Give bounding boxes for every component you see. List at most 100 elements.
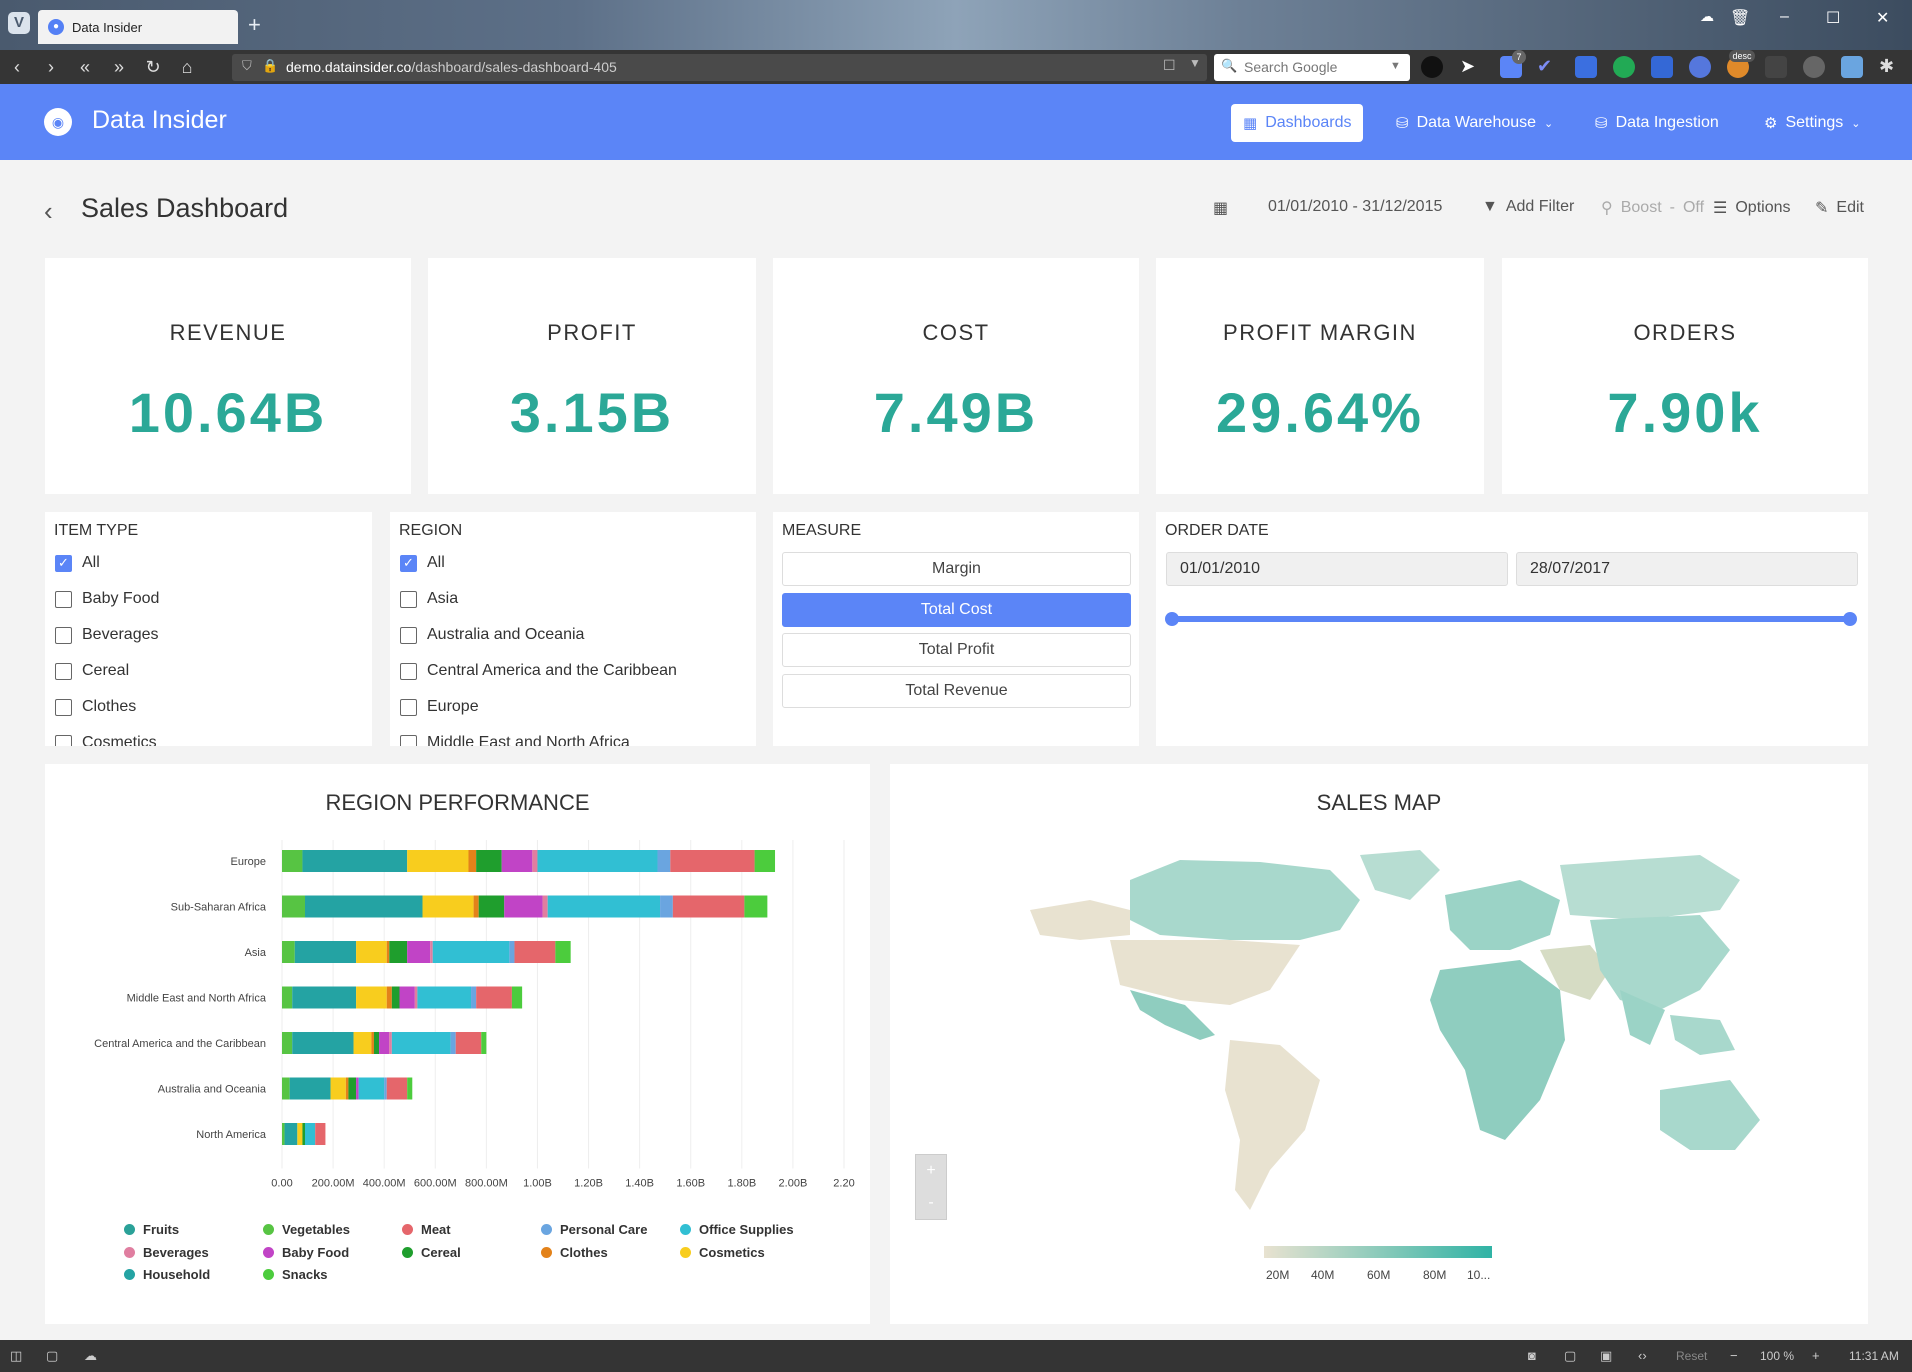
browser-menu-icon[interactable]: V [8,12,30,34]
forward-icon[interactable]: › [48,56,54,77]
zoom-in-button[interactable]: + [926,1162,936,1179]
zoom-out-icon[interactable]: − [1730,1348,1738,1363]
minimize-icon[interactable]: – [1780,8,1789,25]
zoom-out-button[interactable]: - [928,1194,934,1211]
item-type-option[interactable]: ✓ All [55,554,100,572]
region-option[interactable]: ✓ All [400,554,445,572]
window-icon[interactable]: ▢ [46,1348,59,1363]
selenium-extension-icon[interactable] [1765,56,1787,78]
boost-button[interactable]: ⚲ Boost - Off [1601,199,1705,217]
sync-cloud-icon[interactable]: ☁ [84,1348,97,1363]
puzzle-extension-icon[interactable] [1575,56,1597,78]
reload-icon[interactable]: ↻ [145,56,161,77]
slider-handle-end[interactable] [1843,612,1857,626]
translate-extension-icon[interactable] [1651,56,1673,78]
edit-button[interactable]: ✎ Edit [1815,199,1864,217]
search-input[interactable]: Search Google [1214,54,1410,81]
legend-item[interactable]: Baby Food [263,1245,349,1260]
region-option[interactable]: Europe [400,698,479,716]
checkbox-checked-icon[interactable]: ✓ [55,554,72,572]
item-type-option[interactable]: Cereal [55,662,129,680]
checkbox-checked-icon[interactable]: ✓ [400,554,417,572]
home-icon[interactable]: ⌂ [181,56,193,77]
fast-forward-icon[interactable]: » [113,56,124,77]
checkbox-icon[interactable] [400,734,417,746]
world-map[interactable] [1000,840,1780,1240]
checkbox-icon[interactable] [55,590,72,608]
zoom-in-icon[interactable]: + [1812,1348,1820,1363]
legend-item[interactable]: Snacks [263,1267,328,1282]
panel-toggle-icon[interactable]: ◫ [10,1348,23,1363]
item-type-option[interactable]: Baby Food [55,590,159,608]
trash-icon[interactable]: 🗑 [1730,10,1751,27]
capture-icon[interactable]: ◙ [1528,1348,1536,1363]
date-range[interactable]: 01/01/2010 - 31/12/2015 [1268,198,1443,215]
cursor-icon[interactable]: ➤ [1460,56,1476,76]
legend-item[interactable]: Clothes [541,1245,608,1260]
region-option[interactable]: Australia and Oceania [400,626,584,644]
legend-item[interactable]: Meat [402,1222,451,1237]
checkbox-icon[interactable] [400,590,417,608]
rewind-icon[interactable]: « [79,56,90,77]
legend-item[interactable]: Household [124,1267,210,1282]
measure-total-profit-button[interactable]: Total Profit [782,633,1131,667]
tiling-icon[interactable]: ▢ [1564,1348,1577,1363]
new-tab-icon[interactable]: + [248,12,261,37]
date-range-slider[interactable] [1172,616,1850,622]
checkbox-icon[interactable] [55,734,72,746]
nav-dashboards[interactable]: ▦ Dashboards [1231,104,1364,142]
zoom-reset-button[interactable]: Reset [1676,1349,1708,1363]
item-type-option[interactable]: Cosmetics [55,734,157,746]
checkbox-icon[interactable] [400,662,417,680]
url-dropdown-icon[interactable]: ▼ [1189,56,1201,70]
date-from-input[interactable]: 01/01/2010 [1166,552,1508,586]
cloud-icon[interactable]: ☁ [1700,8,1714,24]
options-button[interactable]: ☰ Options [1713,199,1791,217]
item-type-option[interactable]: Clothes [55,698,136,716]
add-filter-button[interactable]: ▼ Add Filter [1482,198,1575,215]
legend-item[interactable]: Fruits [124,1222,179,1237]
screen-extension-icon[interactable] [1841,56,1863,78]
legend-item[interactable]: Cosmetics [680,1245,765,1260]
browser-tab[interactable]: ● Data Insider [38,10,238,44]
measure-total-revenue-button[interactable]: Total Revenue [782,674,1131,708]
search-dropdown-icon[interactable]: ▼ [1390,60,1401,72]
legend-item[interactable]: Vegetables [263,1222,350,1237]
checkbox-icon[interactable] [400,626,417,644]
checkbox-icon[interactable] [55,662,72,680]
check-extension-icon[interactable]: ✔ [1537,56,1553,76]
app-title[interactable]: Data Insider [92,106,227,134]
legend-item[interactable]: Personal Care [541,1222,647,1237]
checkbox-icon[interactable] [55,698,72,716]
maximize-icon[interactable]: ☐ [1826,10,1841,27]
code-icon[interactable]: ‹› [1638,1348,1647,1363]
measure-margin-button[interactable]: Margin [782,552,1131,586]
nav-data-ingestion[interactable]: ⛁ Data Ingestion [1595,114,1719,132]
shield-icon[interactable]: ⛉ [242,58,252,73]
item-type-option[interactable]: Beverages [55,626,159,644]
c-extension-icon[interactable] [1803,56,1825,78]
region-option[interactable]: Middle East and North Africa [400,734,630,746]
slider-handle-start[interactable] [1165,612,1179,626]
region-option[interactable]: Central America and the Caribbean [400,662,677,680]
url-field[interactable]: demo.datainsider.co/dashboard/sales-dash… [232,54,1207,81]
back-icon[interactable]: ‹ [14,56,20,77]
owl-logo-icon[interactable]: ◉ [44,108,72,136]
legend-item[interactable]: Cereal [402,1245,461,1260]
checkbox-icon[interactable] [400,698,417,716]
nav-data-warehouse[interactable]: ⛁ Data Warehouse ⌄ [1396,114,1554,132]
measure-total-cost-button[interactable]: Total Cost [782,593,1131,627]
b-extension-icon[interactable] [1689,56,1711,78]
nav-settings[interactable]: ⚙ Settings ⌄ [1764,114,1861,132]
close-icon[interactable]: ✕ [1876,10,1890,27]
avatar-icon[interactable] [1421,56,1443,78]
legend-item[interactable]: Office Supplies [680,1222,794,1237]
checkbox-icon[interactable] [55,626,72,644]
image-icon[interactable]: ▣ [1600,1348,1613,1363]
bookmark-icon[interactable]: ☐ [1163,57,1176,73]
region-option[interactable]: Asia [400,590,458,608]
grammar-extension-icon[interactable] [1613,56,1635,78]
back-button[interactable]: ‹ [44,196,53,226]
date-to-input[interactable]: 28/07/2017 [1516,552,1858,586]
extensions-icon[interactable]: ✱ [1879,56,1895,76]
